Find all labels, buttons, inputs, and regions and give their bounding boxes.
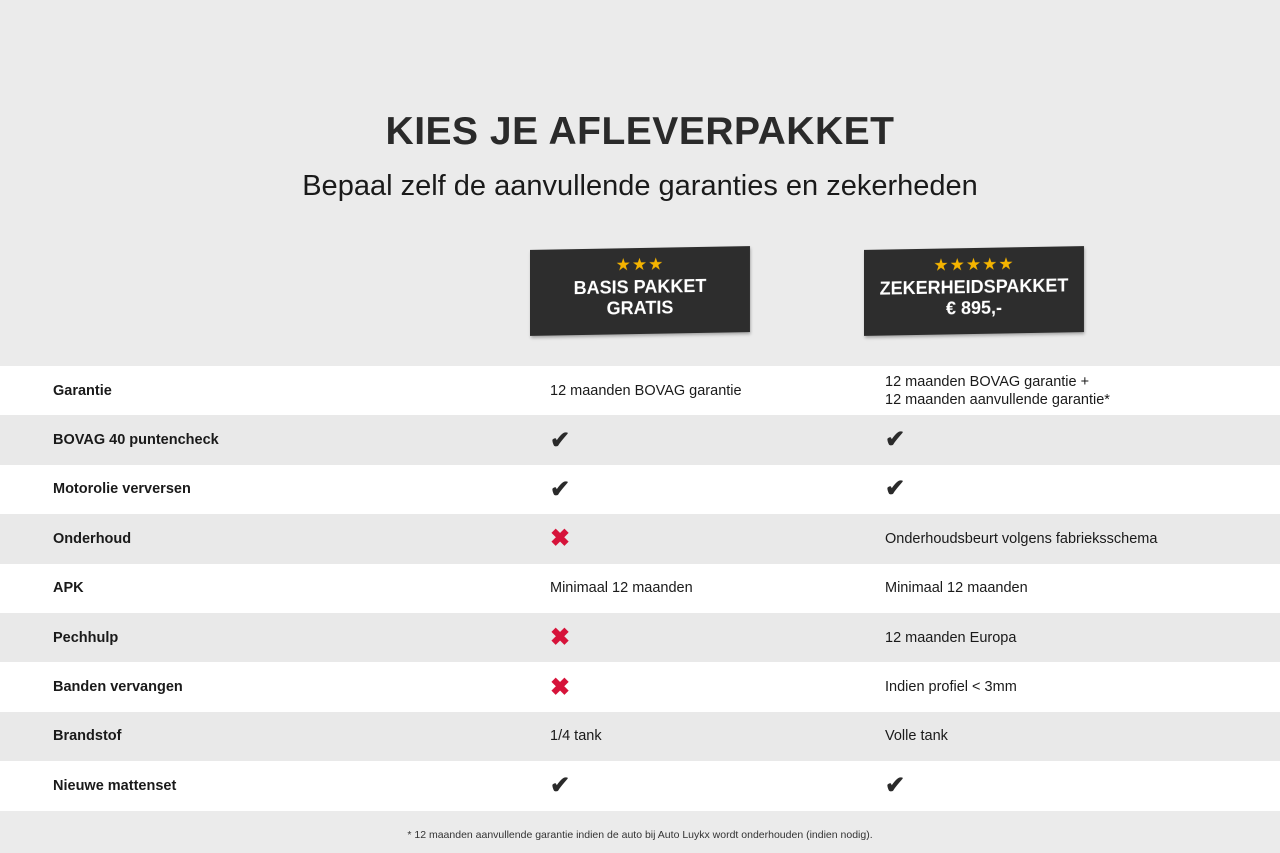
row-label: BOVAG 40 puntencheck <box>53 432 219 449</box>
cell-text: ✔ <box>550 426 571 454</box>
star-rating-icon: ★★★ <box>615 254 665 275</box>
row-label: Onderhoud <box>53 530 132 547</box>
table-row: Motorolie verversen ✔ ✔ <box>0 464 1280 515</box>
page-subtitle: Bepaal zelf de aanvullende garanties en … <box>302 170 978 202</box>
star-rating-icon: ★★★★★ <box>933 254 1015 275</box>
cell-text: Minimaal 12 maanden <box>550 580 693 597</box>
cell-text: Indien profiel < 3mm <box>885 679 1017 696</box>
cross-icon: ✖ <box>550 623 570 652</box>
cell-text: ✔ <box>885 426 906 454</box>
checkmark-icon: ✔ <box>550 475 570 504</box>
cell-value: 12 maanden BOVAG garantie +12 maanden aa… <box>885 373 1110 409</box>
cell-value: Minimaal 12 maanden <box>885 579 1028 597</box>
table-row: Pechhulp ✖ 12 maanden Europa <box>0 612 1280 663</box>
cell-text: Minimaal 12 maanden <box>885 580 1028 597</box>
checkmark-icon: ✔ <box>885 771 906 799</box>
cell-text: 12 maanden BOVAG garantie <box>550 382 742 399</box>
row-label: Brandstof <box>53 728 122 745</box>
cell-value: 12 maanden BOVAG garantie <box>550 383 742 399</box>
cell-text: Volle tank <box>885 728 948 745</box>
table-row: Garantie 12 maanden BOVAG garantie 12 maan… <box>0 366 1280 416</box>
checkmark-icon: ✔ <box>885 475 906 503</box>
row-label: APK <box>53 580 84 597</box>
footnote: * 12 maanden aanvullende garantie indien… <box>407 829 873 841</box>
package-price: GRATIS <box>606 297 674 319</box>
cell-value: Volle tank <box>885 727 948 745</box>
cell-value: 1/4 tank <box>550 728 602 744</box>
cell-text: ✔ <box>885 475 906 503</box>
cell-text: 1/4 tank <box>550 728 602 745</box>
cell-text: ✖ <box>550 673 571 701</box>
row-label: Motorolie verversen <box>53 481 191 498</box>
table-row: Nieuwe mattenset ✔ ✔ <box>0 761 1280 811</box>
row-label: Banden vervangen <box>53 679 183 696</box>
cell-text: Onderhoudsbeurt volgens fabrieksschema <box>885 530 1158 547</box>
checkmark-icon: ✔ <box>550 771 570 800</box>
cell-text: 12 maanden BOVAG garantie + <box>885 373 1090 390</box>
table-row: BOVAG 40 puntencheck ✔ ✔ <box>0 415 1280 465</box>
table-row: Banden vervangen ✖ Indien profiel < 3mm <box>0 662 1280 712</box>
cell-text: ✔ <box>885 771 906 799</box>
cross-icon: ✖ <box>550 524 570 553</box>
cell-value: Indien profiel < 3mm <box>885 678 1017 696</box>
cell-value: Minimaal 12 maanden <box>550 580 693 596</box>
row-label: Pechhulp <box>53 629 119 646</box>
cell-text: ✖ <box>550 525 571 553</box>
comparison-table: Garantie 12 maanden BOVAG garantie 12 maan… <box>0 366 1280 811</box>
package-price: € 895,- <box>945 297 1003 319</box>
cell-text: 12 maanden aanvullende garantie* <box>885 391 1110 408</box>
page-title: KIES JE AFLEVERPAKKET <box>385 110 895 153</box>
cell-text: 12 maanden Europa <box>885 629 1017 646</box>
checkmark-icon: ✔ <box>885 426 906 454</box>
cell-text: ✖ <box>550 624 571 652</box>
table-row: Brandstof 1/4 tank Volle tank <box>0 711 1280 762</box>
cell-value: Onderhoudsbeurt volgens fabrieksschema <box>885 530 1157 548</box>
row-label: Nieuwe mattenset <box>53 777 177 794</box>
package-name: ZEKERHEIDSPAKKET <box>879 275 1069 299</box>
cell-value: 12 maanden Europa <box>885 629 1016 647</box>
checkmark-icon: ✔ <box>550 426 570 455</box>
cross-icon: ✖ <box>550 673 570 702</box>
table-row: APK Minimaal 12 maanden Minimaal 12 maande… <box>0 563 1280 613</box>
package-badge-zekerheid: ★★★★★ ZEKERHEIDSPAKKET € 895,- <box>864 246 1084 336</box>
row-label: Garantie <box>53 382 112 399</box>
package-badge-basis: ★★★ BASIS PAKKET GRATIS <box>530 246 750 336</box>
table-row: Onderhoud ✖ Onderhoudsbeurt volgens fabrie… <box>0 514 1280 564</box>
cell-text: ✔ <box>550 475 571 503</box>
cell-text: ✔ <box>550 772 571 800</box>
